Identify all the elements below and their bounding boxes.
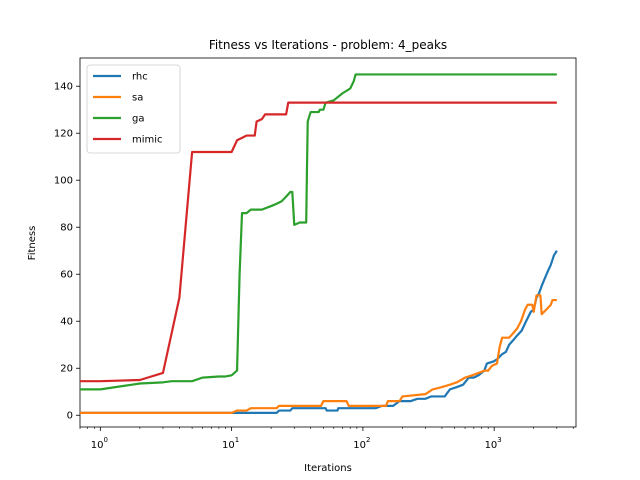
legend-label-rhc: rhc [132,72,148,83]
x-tick-base: 10 [353,440,366,451]
legend-label-ga: ga [132,114,144,125]
legend: rhc sa ga mimic [86,64,181,154]
y-tick-label: 0 [67,411,73,422]
plot-lines [80,73,558,414]
legend-box [86,64,181,154]
y-axis-label: Fitness [27,226,38,261]
y-tick-label: 60 [60,270,73,281]
x-tick-exponent: 3 [497,436,501,444]
chart-title: Fitness vs Iterations - problem: 4_peaks [209,38,447,52]
x-tick-base: 10 [485,440,498,451]
y-tick-label: 20 [60,364,73,375]
x-tick-exponent: 0 [103,436,107,444]
series-line-mimic [80,101,557,383]
y-tick-label: 120 [54,129,73,140]
x-tick-label: 101 [222,436,239,451]
x-tick-label: 100 [91,436,108,451]
x-axis-label: Iterations [304,463,352,474]
series-line-sa [80,294,557,414]
x-axis: 100 101 102 103 [79,427,574,451]
y-tick-label: 80 [60,223,73,234]
x-tick-base: 10 [91,440,104,451]
x-tick-base: 10 [222,440,235,451]
x-tick-label: 102 [353,436,370,451]
y-axis: 0 20 40 60 80 100 120 140 [54,82,80,422]
y-tick-label: 140 [54,82,73,93]
y-tick-label: 100 [54,176,73,187]
legend-label-sa: sa [132,93,143,104]
plot-frame [79,57,577,428]
x-tick-exponent: 2 [366,436,370,444]
series-line-ga [80,73,557,391]
series-line-rhc [80,250,558,414]
x-tick-exponent: 1 [235,436,239,444]
y-tick-label: 40 [60,317,73,328]
x-tick-label: 103 [485,436,502,451]
legend-label-mimic: mimic [132,135,163,146]
